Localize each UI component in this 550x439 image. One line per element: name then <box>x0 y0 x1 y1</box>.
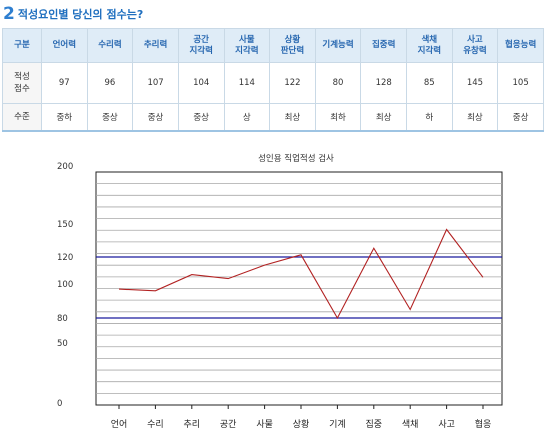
level-cell: 최하 <box>314 103 362 132</box>
score-row-label: 적성 점수 <box>2 62 42 104</box>
x-tick-label: 수리 <box>147 419 164 430</box>
chart-title: 성인용 직업적성 검사 <box>258 153 334 164</box>
level-cell: 중상 <box>132 103 179 132</box>
x-tick-label: 기계 <box>329 418 346 430</box>
level-cell: 하 <box>406 103 453 132</box>
score-cell: 80 <box>314 62 362 104</box>
x-tick-label: 집중 <box>366 418 383 430</box>
score-row-label-text: 적성 점수 <box>14 72 30 94</box>
series-line <box>118 228 484 320</box>
score-row: 적성 점수 97 96 107 104 114 122 80 128 85 145 105 <box>2 62 544 104</box>
level-row-label: 수준 <box>2 103 42 132</box>
level-row: 수준 중하 중상 중상 중상 상 최상 최하 최상 하 최상 중상 <box>2 103 544 132</box>
x-tick-label: 협응 <box>475 418 492 430</box>
x-tick-label: 사고 <box>438 419 455 430</box>
column-header: 상황 판단력 <box>269 28 316 63</box>
y-tick-label: 100 <box>57 280 73 290</box>
x-tick-label: 공간 <box>220 419 237 430</box>
level-cell: 상 <box>223 103 271 132</box>
column-header: 공간 지각력 <box>177 28 225 63</box>
column-header: 수리력 <box>86 28 134 63</box>
x-tick-label: 사물 <box>256 419 273 430</box>
section-heading: 2 적성요인별 당신의 점수는? <box>3 5 143 23</box>
y-tick-label: 0 <box>57 399 62 409</box>
column-header: 색채 지각력 <box>406 28 453 63</box>
header-label: 구분 <box>2 28 42 63</box>
y-tick-label: 200 <box>57 162 73 172</box>
level-cell: 중상 <box>497 103 544 132</box>
level-cell: 중상 <box>86 103 134 132</box>
score-cell: 85 <box>406 62 453 104</box>
x-tick-label: 언어 <box>111 418 128 430</box>
score-cell: 96 <box>86 62 134 104</box>
score-cell: 128 <box>360 62 407 104</box>
level-cell: 중상 <box>177 103 225 132</box>
score-table: 구분 언어력 수리력 추리력 공간 지각력 사물 지각력 상황 판단력 기계능력 집중력 색채 … <box>2 28 544 132</box>
section-title: 적성요인별 당신의 점수는? <box>17 8 144 21</box>
score-cell: 107 <box>132 62 179 104</box>
table-header-row: 구분 언어력 수리력 추리력 공간 지각력 사물 지각력 상황 판단력 기계능력 집중력 색채 … <box>2 28 544 63</box>
y-tick-label: 50 <box>57 339 68 349</box>
score-cell: 122 <box>269 62 316 104</box>
section-number: 2 <box>3 4 15 24</box>
y-tick-label: 80 <box>57 314 68 324</box>
score-cell: 104 <box>177 62 225 104</box>
y-tick-label: 150 <box>57 220 73 230</box>
x-tick-label: 상황 <box>293 419 310 430</box>
x-tick-label: 색채 <box>402 419 419 430</box>
score-cell: 114 <box>223 62 271 104</box>
column-header: 사물 지각력 <box>223 28 271 63</box>
column-header: 협응능력 <box>497 28 544 63</box>
x-tick-label: 추리 <box>184 419 201 430</box>
score-cell: 105 <box>497 62 544 104</box>
y-tick-label: 120 <box>57 253 73 263</box>
